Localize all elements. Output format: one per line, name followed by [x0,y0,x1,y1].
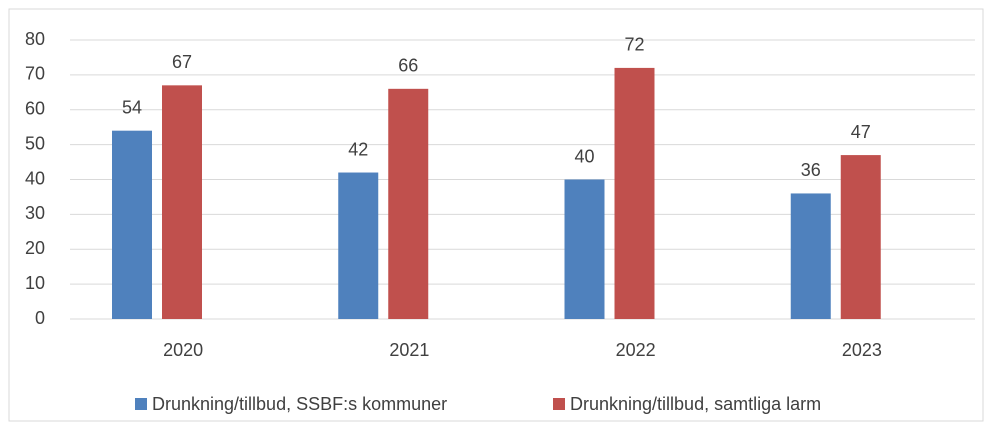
legend-swatch [135,398,147,410]
y-tick-label: 40 [25,168,45,188]
legend-swatch [553,398,565,410]
bar [790,193,831,319]
data-label: 66 [398,56,418,76]
y-tick-label: 70 [25,64,45,84]
data-label: 47 [851,122,871,142]
legend-label: Drunkning/tillbud, SSBF:s kommuner [152,394,447,414]
bar [840,155,881,319]
legend-label: Drunkning/tillbud, samtliga larm [570,394,821,414]
x-tick-label: 2022 [616,340,656,360]
chart-border [8,8,984,422]
y-tick-label: 10 [25,273,45,293]
y-tick-label: 30 [25,203,45,223]
y-tick-label: 20 [25,238,45,258]
bar [388,88,429,319]
data-label: 40 [574,146,594,166]
data-label: 54 [122,97,142,117]
bar [614,67,655,320]
data-label: 67 [172,52,192,72]
bar [338,172,379,319]
data-label: 36 [801,160,821,180]
x-tick-label: 2023 [842,340,882,360]
bar [112,130,152,319]
y-tick-label: 80 [25,29,45,49]
y-tick-label: 0 [35,308,45,328]
data-label: 42 [348,139,368,159]
y-tick-label: 60 [25,99,45,119]
x-tick-label: 2020 [163,340,203,360]
bar [162,85,202,320]
x-tick-label: 2021 [389,340,429,360]
data-label: 72 [624,35,644,55]
bar [564,179,605,319]
y-tick-label: 50 [25,133,45,153]
